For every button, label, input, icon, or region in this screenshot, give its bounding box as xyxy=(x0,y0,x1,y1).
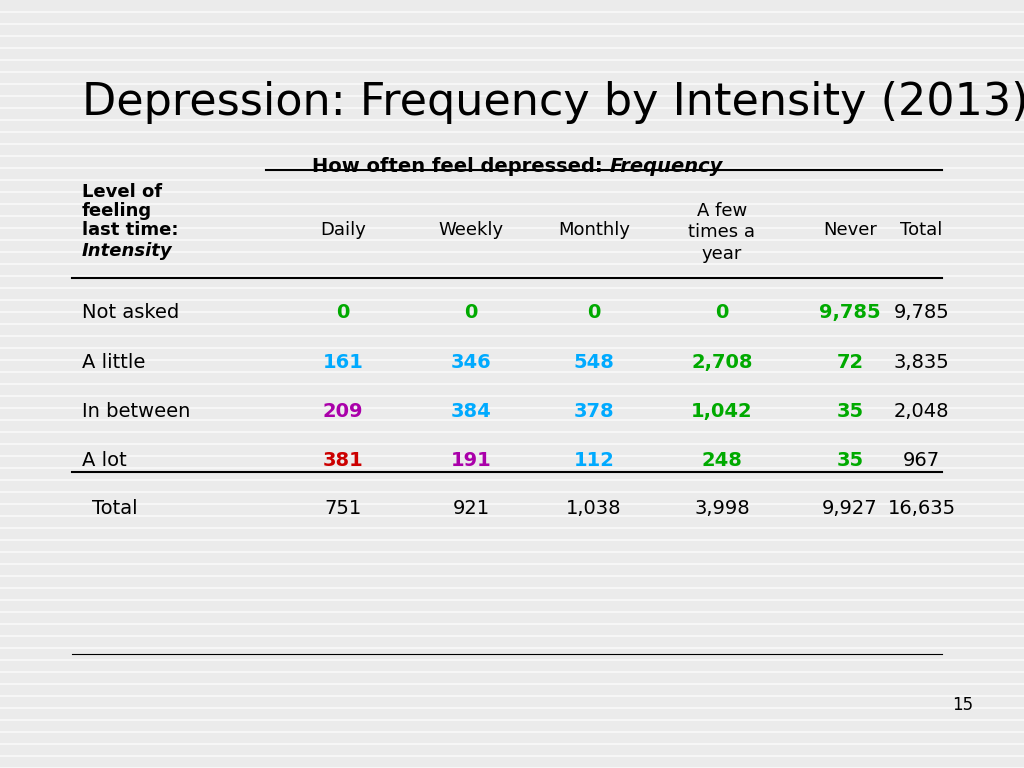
Text: 9,785: 9,785 xyxy=(894,303,949,323)
Text: 967: 967 xyxy=(903,451,940,470)
Text: 191: 191 xyxy=(451,451,492,470)
Text: 15: 15 xyxy=(951,697,973,714)
Text: Total: Total xyxy=(900,221,943,239)
Text: Intensity: Intensity xyxy=(82,242,173,260)
Text: A lot: A lot xyxy=(82,451,127,470)
Text: 0: 0 xyxy=(715,303,729,323)
Text: 209: 209 xyxy=(323,402,364,421)
Text: Depression: Frequency by Intensity (2013): Depression: Frequency by Intensity (2013… xyxy=(82,81,1024,124)
Text: feeling: feeling xyxy=(82,202,152,220)
Text: 3,835: 3,835 xyxy=(894,353,949,372)
Text: How often feel depressed:: How often feel depressed: xyxy=(312,157,609,177)
Text: times a: times a xyxy=(688,223,756,241)
Text: year: year xyxy=(701,245,742,263)
Text: 1,038: 1,038 xyxy=(566,499,622,518)
Text: Never: Never xyxy=(823,221,877,239)
Text: 2,048: 2,048 xyxy=(894,402,949,421)
Text: 751: 751 xyxy=(325,499,361,518)
Text: 248: 248 xyxy=(701,451,742,470)
Text: 0: 0 xyxy=(336,303,350,323)
Text: 2,708: 2,708 xyxy=(691,353,753,372)
Text: 35: 35 xyxy=(837,451,863,470)
Text: 378: 378 xyxy=(573,402,614,421)
Text: 35: 35 xyxy=(837,402,863,421)
Text: 1,042: 1,042 xyxy=(691,402,753,421)
Text: Daily: Daily xyxy=(321,221,366,239)
Text: 548: 548 xyxy=(573,353,614,372)
Text: 9,785: 9,785 xyxy=(819,303,881,323)
Text: In between: In between xyxy=(82,402,190,421)
Text: 381: 381 xyxy=(323,451,364,470)
Text: last time:: last time: xyxy=(82,221,178,239)
Text: 921: 921 xyxy=(453,499,489,518)
Text: Monthly: Monthly xyxy=(558,221,630,239)
Text: 0: 0 xyxy=(587,303,601,323)
Text: 161: 161 xyxy=(323,353,364,372)
Text: 384: 384 xyxy=(451,402,492,421)
Text: 3,998: 3,998 xyxy=(694,499,750,518)
Text: Weekly: Weekly xyxy=(438,221,504,239)
Text: Total: Total xyxy=(92,499,138,518)
Text: A few: A few xyxy=(696,202,748,220)
Text: Not asked: Not asked xyxy=(82,303,179,323)
Text: 0: 0 xyxy=(464,303,478,323)
Text: 9,927: 9,927 xyxy=(822,499,878,518)
Text: A little: A little xyxy=(82,353,145,372)
Text: 72: 72 xyxy=(837,353,863,372)
Text: 16,635: 16,635 xyxy=(888,499,955,518)
Text: 112: 112 xyxy=(573,451,614,470)
Text: 346: 346 xyxy=(451,353,492,372)
Text: Level of: Level of xyxy=(82,183,162,200)
Text: Frequency: Frequency xyxy=(609,157,723,177)
